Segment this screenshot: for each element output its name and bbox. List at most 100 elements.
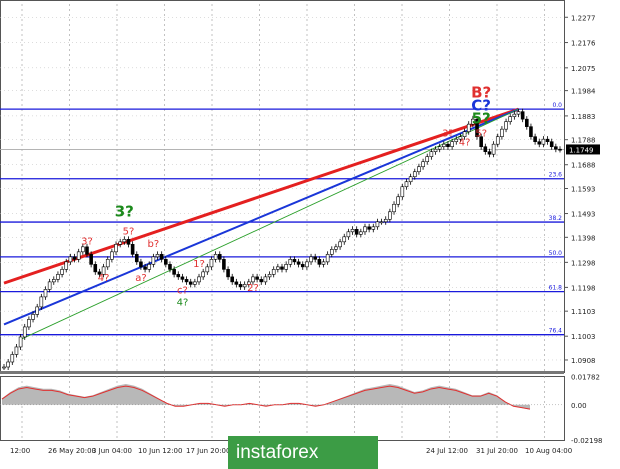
y-tick-label: 1.1493	[571, 211, 596, 219]
candle-body	[226, 269, 230, 278]
candle-body	[89, 254, 93, 265]
y-tick-label: 1.1788	[571, 137, 596, 145]
candle-body	[159, 254, 164, 260]
candle-body	[110, 251, 114, 260]
wave-label: a?	[135, 273, 146, 284]
y-tick-label: 1.1593	[571, 186, 596, 194]
y-tick-label: 1.1883	[571, 113, 596, 121]
candle-body	[2, 366, 6, 369]
candle-body	[417, 166, 421, 173]
candle-body	[512, 113, 517, 117]
candle-body	[346, 231, 351, 238]
candle-body	[520, 111, 525, 120]
y-tick-label: 1.2277	[571, 14, 596, 22]
candle-body	[22, 326, 27, 338]
y-tick-label: 1.2176	[571, 40, 596, 48]
fib-level-label: 38.2	[549, 215, 563, 222]
candle-body	[296, 261, 301, 265]
fib-level-label: 76.4	[549, 328, 563, 335]
indicator-histogram	[2, 384, 530, 410]
candle-body	[197, 276, 201, 283]
candle-body	[114, 244, 118, 253]
candle-body	[537, 141, 542, 145]
candle-body	[85, 246, 89, 255]
candle-body	[31, 314, 35, 320]
candle-body	[188, 281, 193, 285]
x-tick-label: 24 Jul 12:00	[426, 447, 468, 455]
candle-body	[379, 221, 384, 224]
candle-body	[554, 146, 558, 150]
y-tick-label: 1.1103	[571, 308, 596, 316]
candle-body	[371, 226, 376, 230]
candle-body	[213, 254, 218, 260]
wave-label: 5?	[123, 226, 135, 237]
candle-body	[317, 259, 322, 265]
y-tick-label: 1.0908	[571, 357, 596, 365]
candle-body	[68, 256, 73, 263]
candle-body	[164, 259, 168, 265]
candle-body	[147, 264, 152, 270]
plot-frame	[0, 0, 565, 373]
candle-body	[47, 281, 52, 290]
candle-body	[151, 256, 156, 265]
x-tick-label: 31 Jul 20:00	[476, 447, 518, 455]
candle-body	[72, 256, 77, 260]
fib-level-label: 0.0	[552, 102, 562, 109]
candle-body	[234, 281, 239, 285]
candle-body	[56, 274, 60, 280]
y-tick-label: 1.1688	[571, 162, 596, 170]
x-tick-label: 10 Aug 04:00	[525, 447, 572, 455]
candle-body	[429, 151, 434, 158]
candle-body	[271, 269, 276, 275]
candle-body	[442, 143, 446, 147]
candle-body	[495, 136, 500, 145]
candle-body	[408, 176, 413, 183]
candle-body	[209, 259, 214, 268]
candle-body	[549, 141, 554, 147]
candle-body	[81, 246, 85, 253]
candle-body	[396, 196, 400, 205]
trend-line	[3, 108, 519, 326]
watermark-banner: instaforex	[228, 436, 378, 469]
y-tick-label: 1.1003	[571, 333, 596, 341]
wave-label: 2?	[247, 283, 259, 294]
fib-level-label: 61.8	[549, 285, 563, 292]
candle-body	[533, 136, 537, 142]
candle-body	[404, 181, 409, 188]
candle-body	[134, 254, 139, 263]
y-tick-label: 1.2075	[571, 65, 596, 73]
wave-label: 3?	[442, 129, 454, 140]
candle-body	[508, 116, 513, 122]
candle-body	[217, 254, 222, 260]
candle-body	[450, 141, 454, 147]
candle-body	[392, 203, 396, 213]
candle-body	[242, 284, 247, 288]
candle-body	[276, 266, 280, 270]
candle-body	[354, 229, 359, 235]
candle-body	[446, 143, 450, 147]
wave-label: 1?	[193, 259, 205, 270]
candle-body	[558, 148, 562, 151]
candle-body	[525, 118, 529, 127]
candle-body	[251, 276, 255, 283]
candle-body	[259, 279, 264, 283]
candle-body	[14, 346, 19, 355]
candle-body	[329, 249, 334, 255]
candle-body	[500, 128, 504, 137]
candle-body	[541, 138, 546, 145]
candle-body	[101, 266, 106, 275]
candle-body	[255, 276, 259, 280]
candle-body	[39, 296, 44, 308]
candle-body	[280, 266, 284, 270]
candle-body	[400, 186, 405, 198]
indicator-frame	[0, 376, 565, 441]
candle-body	[143, 266, 147, 270]
candle-body	[126, 239, 131, 245]
candle-body	[60, 269, 64, 275]
candle-body	[93, 264, 98, 273]
candle-body	[491, 143, 496, 155]
candle-body	[193, 281, 197, 285]
indicator-tick-label: 0.00	[571, 402, 587, 410]
candle-body	[267, 274, 272, 278]
